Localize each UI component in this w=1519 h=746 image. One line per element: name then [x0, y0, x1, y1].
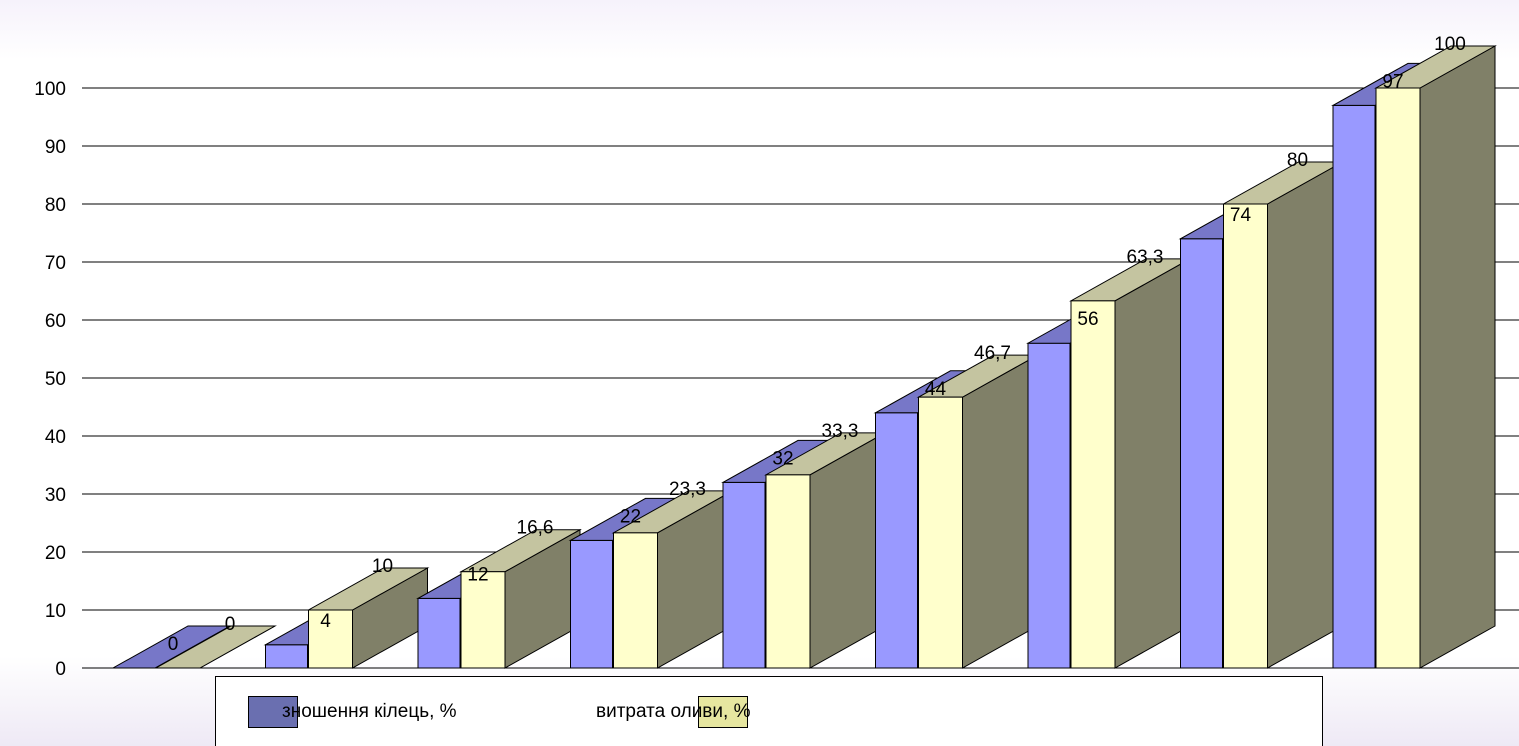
data-labels: 0 0 4 10 12 16,6 22 23,3 32 33,3 44 46,7 56 63,3 74 80 9…: [168, 34, 1466, 655]
data-label-series-2: 0: [225, 614, 236, 635]
bar-series-2: [1223, 203, 1268, 669]
y-tick-label: 20: [45, 543, 66, 564]
bar-group: [416, 528, 582, 669]
bar-series-1: [1027, 342, 1071, 669]
y-tick-label: 30: [45, 485, 66, 506]
data-label-series-2: 63,3: [1127, 247, 1164, 268]
legend: зношення кілець, % витрата оливи, %: [215, 676, 1323, 746]
data-label-series-2: 46,7: [974, 343, 1011, 364]
legend-swatch-series-1: [248, 696, 298, 728]
bar-series-1: [417, 597, 461, 669]
y-tick-label: 40: [45, 427, 66, 448]
bars: [111, 45, 1497, 669]
bar-group: [873, 354, 1040, 669]
bar-series-1: [722, 481, 766, 669]
bar-group: [721, 432, 887, 669]
y-tick-label: 80: [45, 195, 66, 216]
bar-top-series-2: [154, 625, 277, 669]
bar-group: [263, 567, 430, 669]
data-label-series-2: 23,3: [669, 479, 706, 500]
bar-chart-svg: 0 10 20 30 40 50 60 70 80 90 100 0 0 4 10 12 16,6 22 23,3…: [34, 34, 1519, 676]
y-tick-label: 100: [34, 79, 66, 100]
y-tick-label: 70: [45, 253, 66, 274]
bar-group: [111, 625, 277, 669]
legend-label-series-1: зношення кілець, %: [282, 701, 457, 722]
bar-series-1: [875, 412, 918, 669]
legend-item-series-2: витрата оливи, %: [596, 696, 751, 728]
data-label-series-1: 0: [168, 634, 179, 655]
data-label-series-2: 33,3: [822, 421, 859, 442]
y-axis: 0 10 20 30 40 50 60 70 80 90 100: [34, 79, 66, 676]
bar-side-series-2: [1267, 161, 1343, 669]
legend-label-series-2: витрата оливи, %: [596, 701, 751, 722]
data-label-series-1: 12: [467, 564, 488, 585]
data-label-series-2: 16,6: [517, 518, 554, 539]
bar-side-series-2: [1114, 258, 1191, 669]
y-tick-label: 60: [45, 311, 66, 332]
bar-side-series-2: [962, 354, 1038, 669]
bar-group: [1331, 45, 1497, 669]
bar-series-2: [613, 532, 658, 669]
data-label-series-1: 22: [620, 506, 641, 527]
bar-series-1: [265, 644, 308, 669]
data-label-series-1: 97: [1382, 71, 1403, 92]
bar-group: [1026, 258, 1192, 669]
data-label-series-1: 56: [1077, 309, 1098, 330]
data-label-series-2: 100: [1434, 34, 1466, 55]
y-tick-label: 10: [45, 601, 66, 622]
data-label-series-1: 74: [1230, 205, 1252, 226]
legend-swatch-series-2: [698, 696, 748, 728]
bar-side-series-2: [1419, 45, 1496, 669]
bar-series-2: [765, 474, 811, 669]
y-tick-label: 90: [45, 137, 66, 158]
bar-series-2: [460, 571, 506, 669]
data-label-series-2: 10: [372, 556, 393, 577]
bar-series-1: [1332, 104, 1376, 669]
bar-group: [1178, 161, 1345, 669]
y-tick-label: 0: [55, 659, 66, 676]
data-label-series-1: 44: [925, 379, 947, 400]
bar-series-2: [1070, 300, 1116, 669]
legend-item-series-1: зношення кілець, %: [248, 696, 457, 728]
bar-series-2: [918, 396, 963, 669]
bar-series-1: [570, 539, 613, 669]
bar-series-2: [1375, 87, 1421, 669]
data-label-series-1: 32: [772, 448, 793, 469]
bar-series-1: [1180, 238, 1223, 669]
bar-group: [568, 490, 735, 669]
data-label-series-2: 80: [1287, 150, 1308, 171]
bar-series-2: [308, 609, 353, 669]
y-tick-label: 50: [45, 369, 66, 390]
data-label-series-1: 4: [320, 611, 331, 632]
